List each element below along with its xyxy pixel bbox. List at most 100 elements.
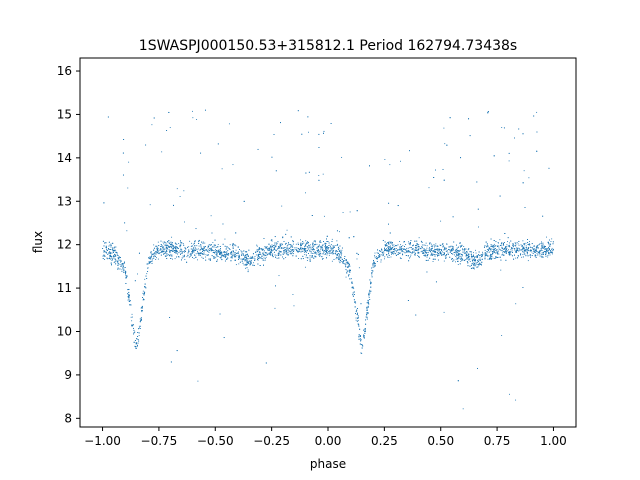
data-point	[161, 245, 163, 247]
data-point	[446, 144, 448, 146]
data-point	[263, 238, 265, 239]
data-point	[263, 255, 265, 257]
data-point	[287, 254, 289, 256]
data-point	[245, 267, 246, 269]
data-point	[460, 245, 462, 247]
data-point	[160, 252, 162, 253]
data-point	[536, 131, 538, 133]
data-point	[501, 248, 503, 249]
data-point	[523, 248, 525, 250]
data-point	[393, 251, 395, 252]
data-point	[384, 248, 386, 250]
data-point	[172, 250, 174, 252]
data-point	[393, 246, 395, 248]
data-point	[252, 257, 253, 259]
data-point	[118, 263, 120, 265]
data-point	[538, 251, 540, 253]
data-point	[102, 255, 104, 257]
data-point	[160, 248, 161, 250]
data-point	[119, 264, 121, 265]
data-point	[256, 251, 258, 252]
data-point	[117, 262, 119, 264]
data-point	[515, 249, 517, 251]
data-point	[285, 250, 287, 252]
data-point	[325, 250, 327, 252]
data-point	[421, 241, 423, 243]
data-point	[202, 241, 204, 243]
data-point	[223, 251, 225, 253]
data-point	[209, 248, 211, 250]
data-point	[318, 254, 320, 256]
data-point	[434, 245, 436, 247]
data-point	[490, 248, 492, 250]
data-point	[109, 244, 111, 246]
data-point	[270, 239, 272, 241]
data-point	[114, 246, 116, 248]
data-point	[233, 251, 234, 253]
data-point	[110, 243, 112, 245]
data-point	[304, 248, 305, 250]
data-point	[387, 242, 389, 244]
data-point	[154, 253, 156, 254]
data-point	[208, 252, 210, 253]
data-point	[410, 247, 412, 249]
data-point	[443, 252, 445, 254]
data-point	[172, 249, 174, 251]
data-point	[498, 246, 500, 248]
data-point	[113, 249, 115, 251]
data-point	[316, 250, 318, 252]
data-point	[487, 249, 489, 251]
data-point	[461, 255, 463, 257]
data-point	[335, 250, 337, 252]
data-point	[219, 251, 221, 253]
data-point	[451, 246, 453, 248]
data-point	[176, 243, 178, 245]
data-point	[541, 256, 543, 258]
data-point	[337, 243, 339, 245]
data-point	[516, 242, 518, 243]
data-point	[376, 261, 378, 262]
data-point	[342, 262, 344, 264]
data-point	[263, 253, 265, 255]
data-point	[428, 259, 430, 261]
data-point	[499, 249, 501, 251]
data-point	[361, 344, 363, 346]
data-point	[374, 252, 376, 254]
data-point	[292, 240, 294, 241]
data-point	[289, 244, 291, 245]
data-point	[177, 256, 179, 258]
data-point	[489, 258, 491, 260]
data-point	[466, 255, 468, 257]
data-point	[216, 255, 218, 257]
data-point	[374, 255, 376, 257]
data-point	[234, 255, 236, 257]
data-point	[378, 255, 380, 257]
data-point	[503, 249, 505, 250]
data-point	[249, 257, 251, 259]
data-point	[527, 260, 529, 262]
data-point	[458, 250, 460, 252]
data-point	[140, 325, 142, 327]
data-point	[131, 325, 133, 327]
data-point	[472, 260, 473, 262]
data-point	[368, 293, 369, 295]
data-point	[295, 255, 297, 257]
data-point	[146, 278, 148, 279]
data-point	[533, 245, 535, 247]
data-point	[285, 251, 287, 252]
data-point	[542, 242, 544, 244]
data-point	[541, 254, 543, 256]
data-point	[290, 236, 292, 238]
data-point	[471, 257, 473, 259]
data-point	[326, 254, 328, 256]
data-point	[161, 251, 163, 253]
data-point	[286, 247, 288, 249]
data-point	[546, 250, 548, 252]
data-point	[468, 256, 470, 258]
data-point	[142, 297, 144, 298]
data-point	[487, 256, 489, 257]
data-point	[303, 251, 305, 253]
data-point	[321, 246, 323, 248]
data-point	[482, 253, 484, 255]
data-point	[528, 246, 530, 248]
